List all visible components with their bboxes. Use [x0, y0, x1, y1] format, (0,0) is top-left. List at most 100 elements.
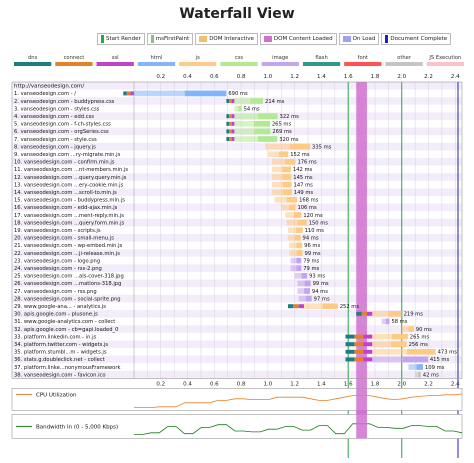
request-download-bar [289, 204, 296, 211]
content-type-label: connect [64, 55, 85, 61]
time-tick: 1.2 [290, 381, 299, 387]
content-type-swatch [344, 62, 382, 66]
legend-item: msFirstPaint [146, 33, 194, 45]
request-label: 20. vanseodesign.com - small-menu.js [14, 236, 114, 242]
request-timing: 54 ms [244, 106, 260, 112]
request-timing: 150 ms [309, 220, 329, 226]
request-timing: 96 ms [304, 243, 320, 249]
request-download-bar [282, 189, 292, 195]
request-bar [372, 333, 408, 340]
request-connect-bar [361, 311, 367, 316]
request-label: 35. platform.stumbl...m - widgets.js [14, 350, 107, 356]
request-label: 3. vanseodesign.com - styles.css [14, 106, 100, 112]
request-download-bar [296, 242, 303, 249]
request-label: 34. platform.twitter.com - widgets.js [14, 342, 108, 348]
request-timing: 110 ms [305, 228, 325, 234]
row-background [12, 264, 462, 272]
legend-label: Document Complete [390, 36, 448, 42]
row-background [12, 211, 462, 219]
request-timing: 99 ms [305, 251, 321, 257]
request-connect-bar [229, 137, 232, 141]
row-background [12, 279, 462, 288]
dom-content-loaded-band [356, 82, 367, 439]
request-download-bar [238, 105, 242, 112]
request-timing: 320 ms [279, 137, 299, 143]
page-title: Waterfall View [179, 6, 295, 22]
request-dns-bar [226, 114, 230, 119]
request-bar [372, 356, 428, 363]
request-label: 24. vanseodesign.com - rss-2.png [14, 266, 102, 272]
request-download-bar [385, 318, 390, 325]
request-label: 17. vanseodesign.com ...ment-reply.min.j… [14, 213, 124, 219]
content-type-label: font [358, 55, 368, 61]
request-label: 7. vanseodesign.com - style.css [14, 137, 97, 143]
row-background [12, 302, 462, 310]
content-type-label: flash [315, 55, 327, 61]
request-download-bar [301, 273, 308, 279]
request-download-bar [391, 333, 408, 340]
request-connect-bar [354, 357, 364, 362]
request-connect-bar [229, 114, 232, 119]
request-ssl-bar [363, 342, 373, 347]
request-timing: 109 ms [425, 365, 445, 371]
request-label: 22. vanseodesign.com ...ji-release.min.j… [14, 251, 120, 257]
request-label: 19. vanseodesign.com - scripts.js [14, 228, 101, 234]
row-background [12, 234, 462, 242]
request-bar [287, 227, 303, 233]
time-tick: 1.0 [264, 74, 273, 80]
row-background [12, 256, 462, 265]
content-type-swatch [14, 62, 52, 66]
content-type-swatch [426, 62, 464, 66]
request-timing: 219 ms [404, 312, 424, 318]
request-download-bar [305, 295, 312, 302]
request-download-bar [282, 181, 292, 188]
request-timing: 79 ms [303, 266, 319, 272]
request-download-bar [286, 197, 298, 203]
request-download-bar [282, 166, 291, 173]
request-label: 36. stats.g.doubleclick.net - collect [14, 357, 105, 363]
request-bar [372, 341, 407, 347]
request-label: 23. vanseodesign.com - logo.png [14, 258, 100, 264]
request-bar [372, 311, 402, 317]
request-label: 11. vanseodesign.com ...nt-members.min.j… [14, 167, 128, 173]
request-timing: 142 ms [293, 167, 313, 173]
request-bar [298, 295, 312, 302]
request-dns-bar [356, 311, 362, 316]
request-timing: 176 ms [297, 160, 317, 166]
row-background [12, 218, 462, 227]
request-timing: 94 ms [303, 236, 319, 242]
content-type-label: image [272, 55, 288, 61]
request-timing: 58 ms [391, 319, 407, 325]
content-type-swatch [137, 62, 176, 66]
waterfall-border [11, 81, 463, 379]
request-timing: 149 ms [294, 190, 314, 196]
request-bar [234, 136, 278, 142]
request-timing: 93 ms [309, 274, 325, 280]
request-download-bar [289, 143, 311, 150]
legend-swatch [263, 36, 272, 42]
row-background [12, 325, 462, 333]
time-tick: 0.6 [210, 74, 219, 80]
row-background [12, 150, 462, 158]
legend-swatch [385, 35, 389, 43]
request-download-bar [282, 174, 292, 180]
request-label: 16. vanseodesign.com - edd-ajax.min.js [14, 205, 118, 211]
request-bar [271, 174, 292, 180]
time-tick: 2.2 [424, 74, 433, 80]
request-bar [267, 151, 289, 157]
dom-content-loaded-band-lower [356, 388, 367, 439]
row-background [12, 142, 462, 151]
request-bar [290, 257, 302, 264]
request-dns-bar [287, 304, 294, 309]
legend: Start Render msFirstPaint DOM Interactive D… [97, 33, 453, 45]
request-bar [304, 303, 338, 309]
request-bar [234, 113, 278, 119]
request-dns-bar [226, 137, 230, 141]
request-label: 28. vanseodesign.com - social-sprite.png [14, 296, 121, 302]
request-label: 4. vanseodesign.com - edd.css [14, 114, 94, 120]
row-background [12, 89, 462, 98]
content-type-label: js [195, 55, 200, 61]
request-download-bar [250, 98, 264, 104]
content-type-swatch [220, 62, 258, 66]
content-type-swatch [55, 62, 93, 66]
